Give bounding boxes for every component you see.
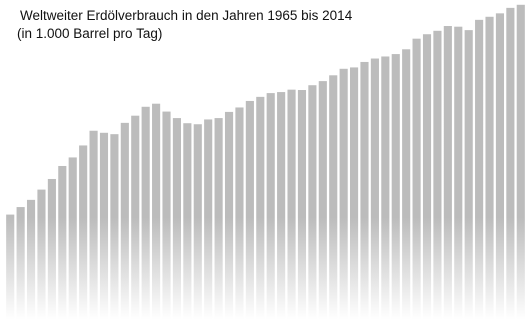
bar (339, 68, 348, 320)
bar (329, 75, 338, 320)
bar (68, 157, 77, 320)
bar (506, 7, 515, 320)
bar (204, 119, 213, 320)
bar (131, 115, 140, 320)
bar (26, 199, 36, 320)
bar (47, 178, 56, 320)
bar (433, 30, 442, 320)
bar (443, 26, 452, 320)
bar (402, 49, 411, 320)
bar (256, 96, 265, 320)
bar (516, 4, 525, 320)
bar (360, 61, 369, 320)
bar (370, 58, 379, 320)
bar (485, 16, 494, 320)
bars (6, 4, 525, 320)
bar (141, 106, 150, 320)
bar (214, 118, 223, 320)
bar (391, 54, 400, 320)
bar (79, 145, 88, 320)
bar (475, 19, 484, 320)
bar (162, 111, 171, 320)
bar (266, 93, 275, 320)
bar (224, 111, 234, 320)
chart-title: Weltweiter Erdölverbrauch in den Jahren … (20, 8, 353, 23)
bar (235, 107, 244, 320)
bar (172, 118, 181, 320)
bar (297, 90, 307, 320)
bar (464, 30, 473, 320)
bar (308, 85, 317, 320)
bar (183, 123, 192, 320)
bar (412, 38, 421, 320)
bar (287, 89, 296, 320)
chart-subtitle: (in 1.000 Barrel pro Tag) (17, 26, 162, 41)
bar (381, 56, 390, 320)
bar (37, 189, 46, 320)
bar (99, 132, 109, 320)
bar (6, 214, 15, 320)
bar (120, 122, 129, 320)
bar (318, 81, 327, 320)
bar (89, 130, 98, 320)
bar (193, 124, 202, 320)
bar (58, 165, 67, 320)
bar (245, 100, 254, 320)
bar (277, 92, 286, 320)
bar (16, 207, 25, 320)
bar (495, 13, 505, 320)
bar (350, 67, 359, 320)
bar (110, 134, 119, 320)
bar (422, 34, 432, 320)
bar (454, 26, 463, 320)
bar (152, 103, 161, 320)
